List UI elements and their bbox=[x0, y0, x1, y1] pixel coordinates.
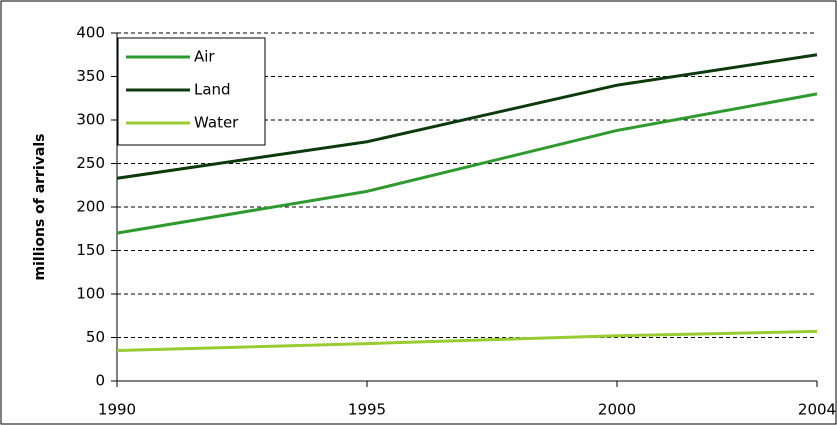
legend-label: Water bbox=[194, 114, 239, 132]
y-tick-label: 100 bbox=[76, 285, 105, 303]
legend-label: Land bbox=[194, 81, 231, 99]
y-tick-label: 250 bbox=[76, 154, 105, 172]
y-tick-label: 50 bbox=[86, 328, 105, 346]
y-tick-label: 0 bbox=[95, 372, 105, 390]
x-tick-label: 1995 bbox=[348, 401, 386, 419]
series-line bbox=[116, 92, 818, 235]
y-tick-label: 350 bbox=[76, 67, 105, 85]
x-tick-label: 1990 bbox=[98, 401, 136, 419]
x-tick-label: 2000 bbox=[598, 401, 636, 419]
y-tick-label: 150 bbox=[76, 241, 105, 259]
y-axis-label: millions of arrivals bbox=[32, 134, 48, 281]
legend-label: Air bbox=[194, 48, 215, 66]
series-line bbox=[116, 53, 818, 180]
series-line bbox=[116, 329, 818, 353]
y-tick-label: 300 bbox=[76, 111, 105, 129]
x-tick-label: 2004 bbox=[798, 401, 836, 419]
y-tick-label: 200 bbox=[76, 198, 105, 216]
y-tick-label: 400 bbox=[76, 24, 105, 42]
legend: Air Land Water bbox=[117, 37, 266, 146]
